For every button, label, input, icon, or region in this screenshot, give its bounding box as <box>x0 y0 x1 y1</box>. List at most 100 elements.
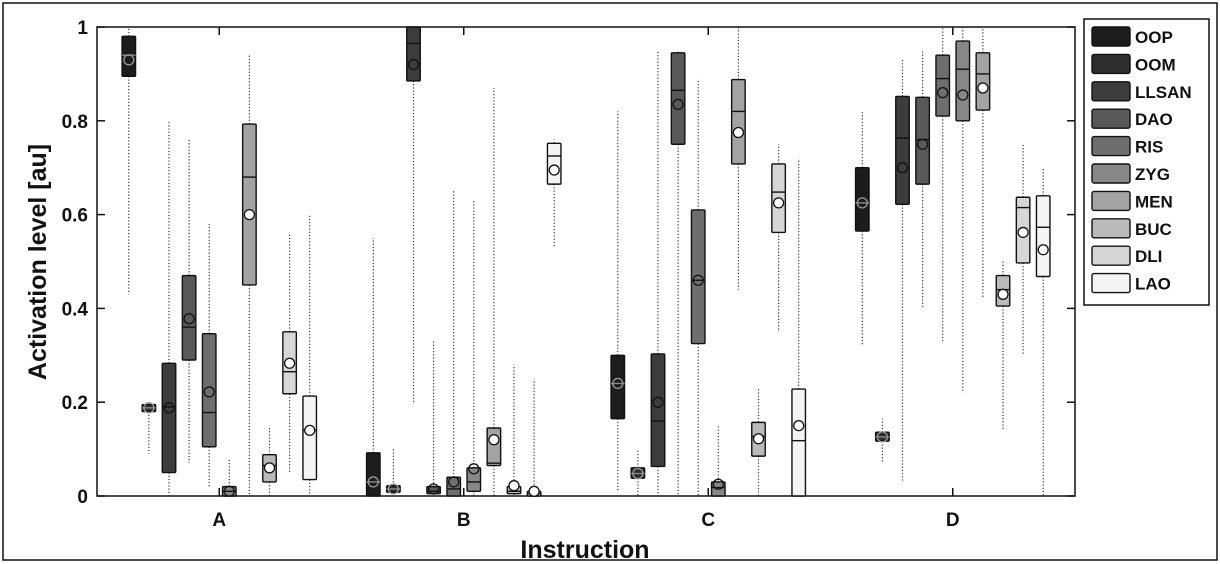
box <box>181 274 197 361</box>
box <box>895 95 910 205</box>
mean-marker <box>896 162 909 174</box>
box <box>670 52 686 145</box>
mean-marker <box>652 396 664 408</box>
mean-marker <box>183 313 195 325</box>
legend-label: RIS <box>1135 138 1163 157</box>
box <box>406 26 421 82</box>
mean-marker <box>937 87 949 99</box>
box <box>201 333 217 448</box>
y-tick-label: 0 <box>77 487 88 508</box>
legend-label: LAO <box>1135 275 1171 294</box>
mean-marker <box>916 138 929 150</box>
box <box>915 96 931 185</box>
box <box>121 35 137 77</box>
mean-marker <box>957 89 969 101</box>
y-tick-label: 0.2 <box>62 393 88 414</box>
y-tick-label: 0.4 <box>62 299 89 320</box>
legend-swatch <box>1091 245 1131 266</box>
mean-marker <box>468 463 480 475</box>
mean-marker <box>692 274 704 286</box>
legend-swatch <box>1091 218 1131 239</box>
legend: OOP OOM LLSAN DAO RIS ZYG MEN BUC DLI LAO <box>1083 18 1210 306</box>
box <box>466 467 482 493</box>
box <box>486 427 502 467</box>
legend-label: DAO <box>1135 110 1173 129</box>
legend-label: MEN <box>1135 192 1173 211</box>
y-axis-title: Activation level [au] <box>24 144 52 380</box>
y-tick-label: 0.6 <box>62 206 88 227</box>
mean-marker <box>712 478 724 490</box>
mean-marker <box>548 164 560 176</box>
box <box>365 452 381 497</box>
mean-marker <box>752 433 765 445</box>
mean-marker <box>488 434 500 446</box>
mean-marker <box>304 424 316 436</box>
legend-label: ZYG <box>1135 165 1170 184</box>
mean-marker <box>997 288 1009 300</box>
box <box>241 123 257 286</box>
mean-marker <box>977 82 989 94</box>
box <box>161 362 177 474</box>
plot-area: 0 0.2 0.4 0.6 0.8 1 A B C D <box>62 18 1076 531</box>
legend-swatch <box>1091 272 1131 294</box>
box <box>546 142 562 185</box>
legend-swatch <box>1091 163 1131 184</box>
mean-marker <box>508 480 520 492</box>
box <box>935 54 951 117</box>
legend-label: LLSAN <box>1135 83 1192 102</box>
mean-marker <box>856 197 868 209</box>
legend-swatch <box>1091 190 1131 212</box>
box <box>650 353 666 468</box>
box <box>610 354 626 420</box>
mean-marker <box>163 402 175 414</box>
mean-marker <box>283 357 296 369</box>
legend-swatch <box>1091 26 1131 47</box>
mean-marker <box>223 485 235 497</box>
x-axis-title: Instruction <box>520 536 649 564</box>
x-tick-label: B <box>457 510 471 531</box>
x-tick-label: A <box>212 510 226 531</box>
box <box>1035 195 1051 278</box>
mean-marker <box>732 126 745 139</box>
mean-marker <box>203 386 215 398</box>
mean-marker <box>1037 244 1049 256</box>
legend-swatch <box>1091 108 1131 129</box>
x-tick-label: C <box>701 510 715 531</box>
legend-label: OOM <box>1135 55 1176 74</box>
box <box>730 78 746 165</box>
mean-marker <box>407 58 420 71</box>
box <box>955 40 971 122</box>
mean-marker <box>427 483 440 495</box>
mean-marker <box>143 402 155 414</box>
y-tick-label: 1 <box>77 18 88 39</box>
box <box>854 166 870 232</box>
mean-marker <box>448 476 460 488</box>
x-tick-label: D <box>946 510 960 531</box>
legend-swatch <box>1091 81 1131 102</box>
box <box>690 209 706 345</box>
mean-marker <box>876 431 889 443</box>
legend-swatch <box>1091 135 1131 157</box>
mean-marker <box>387 483 400 495</box>
mean-marker <box>367 476 379 488</box>
mean-marker <box>123 54 135 66</box>
box <box>791 388 807 497</box>
axes-frame <box>96 26 1076 497</box>
mean-marker <box>243 208 256 221</box>
legend-label: BUC <box>1135 220 1172 239</box>
mean-marker <box>672 98 684 111</box>
legend-swatch <box>1091 53 1131 75</box>
mean-marker <box>263 462 276 474</box>
mean-marker <box>612 377 624 390</box>
mean-marker <box>1017 226 1029 239</box>
legend-label: DLI <box>1135 247 1162 266</box>
box <box>302 395 318 481</box>
legend-label: OOP <box>1135 28 1173 47</box>
y-tick-label: 0.8 <box>62 112 88 133</box>
mean-marker <box>793 419 805 432</box>
mean-marker <box>528 485 540 497</box>
mean-marker <box>772 197 785 209</box>
box <box>975 52 991 111</box>
